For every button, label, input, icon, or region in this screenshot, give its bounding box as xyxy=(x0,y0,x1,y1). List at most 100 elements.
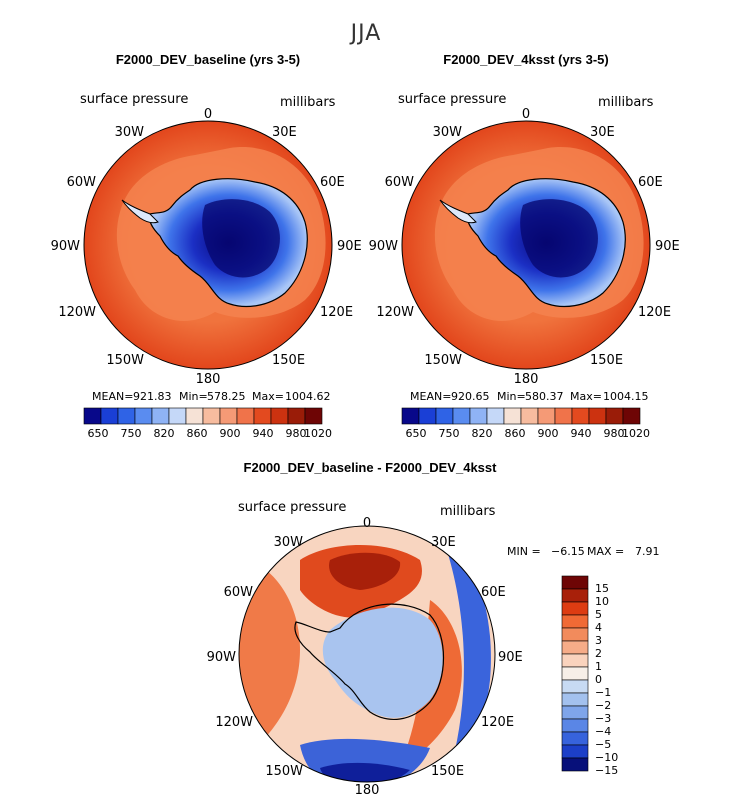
lon-label-120w: 120W xyxy=(376,305,414,320)
lon-label-150w: 150W xyxy=(106,353,144,368)
colorbar-swatch xyxy=(452,407,471,425)
colorbar-swatch xyxy=(561,692,589,707)
colorbar-label-820: 820 xyxy=(154,427,175,440)
colorbar-swatch xyxy=(571,407,590,425)
colorbar-label-0: 0 xyxy=(595,673,602,686)
panel-4ksst-title: F2000_DEV_4ksst (yrs 3-5) xyxy=(443,52,609,67)
lon-label-60e: 60E xyxy=(481,585,506,600)
panel-4ksst-map xyxy=(402,121,650,369)
colorbar-swatch xyxy=(486,407,505,425)
panel-difference: F2000_DEV_baseline - F2000_DEV_4ksst sur… xyxy=(207,460,660,798)
lon-label-90e: 90E xyxy=(498,650,523,665)
panel-baseline-title: F2000_DEV_baseline (yrs 3-5) xyxy=(116,52,300,67)
colorbar-swatch xyxy=(219,407,238,425)
colorbar-swatch xyxy=(520,407,539,425)
colorbar-swatch xyxy=(561,679,589,694)
panel-difference-map xyxy=(239,526,495,782)
stat-mean-label: MEAN= xyxy=(92,390,133,403)
lon-label-60w: 60W xyxy=(67,175,97,190)
pressure-contour-inner xyxy=(520,199,598,278)
lon-label-90w: 90W xyxy=(207,650,237,665)
colorbar-swatch xyxy=(561,640,589,655)
colorbar-swatch xyxy=(304,407,323,425)
colorbar-label-900: 900 xyxy=(220,427,241,440)
panel-4ksst-colorbar-labels: 650 750 820 860 900 940 980 1020 xyxy=(406,427,651,440)
panel-baseline-stats: MEAN= 921.83 Min= 578.25 Max= 1004.62 xyxy=(92,390,331,403)
antarctic-peninsula xyxy=(439,199,477,224)
colorbar-swatch xyxy=(561,731,589,746)
lon-label-60e: 60E xyxy=(320,175,345,190)
panel-baseline-colorbar-labels: 650 750 820 860 900 940 980 1020 xyxy=(88,427,333,440)
stat-max-label: Max= xyxy=(252,390,284,403)
colorbar-label-940: 940 xyxy=(253,427,274,440)
panel-baseline-map xyxy=(84,121,332,369)
colorbar-label-1: 1 xyxy=(595,660,602,673)
colorbar-swatch xyxy=(503,407,522,425)
colorbar-swatch xyxy=(185,407,204,425)
colorbar-label-neg10: −10 xyxy=(595,751,618,764)
colorbar-swatch xyxy=(83,407,102,425)
colorbar-label-650: 650 xyxy=(88,427,109,440)
colorbar-swatch xyxy=(561,627,589,642)
colorbar-label-750: 750 xyxy=(121,427,142,440)
lon-label-90w: 90W xyxy=(51,239,81,254)
colorbar-swatch xyxy=(561,614,589,629)
lon-label-120e: 120E xyxy=(638,305,671,320)
panel-difference-units: millibars xyxy=(440,504,496,519)
lon-label-60e: 60E xyxy=(638,175,663,190)
colorbar-swatch xyxy=(561,575,589,590)
colorbar-swatch xyxy=(134,407,153,425)
lon-label-90e: 90E xyxy=(655,239,680,254)
lon-label-60w: 60W xyxy=(385,175,415,190)
panel-baseline-colorbar xyxy=(83,407,323,425)
colorbar-swatch xyxy=(236,407,255,425)
season-title: JJA xyxy=(349,21,382,46)
lon-label-30w: 30W xyxy=(274,535,304,550)
colorbar-label-860: 860 xyxy=(187,427,208,440)
colorbar-label-980: 980 xyxy=(604,427,625,440)
stat-min-value: 578.25 xyxy=(207,390,246,403)
stat-min-label: MIN = xyxy=(507,545,541,558)
panel-baseline-units: millibars xyxy=(280,95,336,110)
pressure-contour-inner xyxy=(202,199,280,278)
panel-4ksst-units: millibars xyxy=(598,95,654,110)
lon-label-90w: 90W xyxy=(369,239,399,254)
stat-min-value: −6.15 xyxy=(551,545,585,558)
lon-label-30e: 30E xyxy=(272,125,297,140)
lon-label-0: 0 xyxy=(363,516,371,531)
colorbar-swatch xyxy=(622,407,641,425)
panel-baseline-lon-labels: 0 30E 60E 90E 120E 150E 180 150W 120W 90… xyxy=(51,107,362,387)
panel-difference-variable: surface pressure xyxy=(238,500,346,515)
colorbar-swatch xyxy=(561,588,589,603)
panel-difference-colorbar xyxy=(561,575,589,772)
lon-label-120e: 120E xyxy=(481,715,514,730)
panel-difference-colorbar-labels: 15 10 5 4 3 2 1 0 −1 −2 −3 −4 −5 −10 −15 xyxy=(595,582,618,777)
stat-mean-value: 920.65 xyxy=(451,390,490,403)
stat-min-label: Min= xyxy=(497,390,526,403)
stat-max-label: Max= xyxy=(570,390,602,403)
colorbar-label-neg4: −4 xyxy=(595,725,611,738)
colorbar-swatch xyxy=(418,407,437,425)
lon-label-90e: 90E xyxy=(337,239,362,254)
colorbar-swatch xyxy=(401,407,420,425)
colorbar-swatch xyxy=(537,407,556,425)
lon-label-0: 0 xyxy=(522,107,530,122)
colorbar-swatch xyxy=(270,407,289,425)
colorbar-swatch xyxy=(588,407,607,425)
lon-label-30e: 30E xyxy=(431,535,456,550)
colorbar-label-940: 940 xyxy=(571,427,592,440)
lon-label-60w: 60W xyxy=(224,585,254,600)
lon-label-150e: 150E xyxy=(431,764,464,779)
colorbar-swatch xyxy=(202,407,221,425)
colorbar-swatch xyxy=(100,407,119,425)
lon-label-150w: 150W xyxy=(424,353,462,368)
colorbar-label-860: 860 xyxy=(505,427,526,440)
stat-min-value: 580.37 xyxy=(525,390,564,403)
panel-difference-stats: MIN = −6.15 MAX = 7.91 xyxy=(507,545,660,558)
panel-4ksst-variable: surface pressure xyxy=(398,92,506,107)
colorbar-swatch xyxy=(605,407,624,425)
colorbar-label-650: 650 xyxy=(406,427,427,440)
colorbar-label-neg3: −3 xyxy=(595,712,611,725)
lon-label-150e: 150E xyxy=(590,353,623,368)
